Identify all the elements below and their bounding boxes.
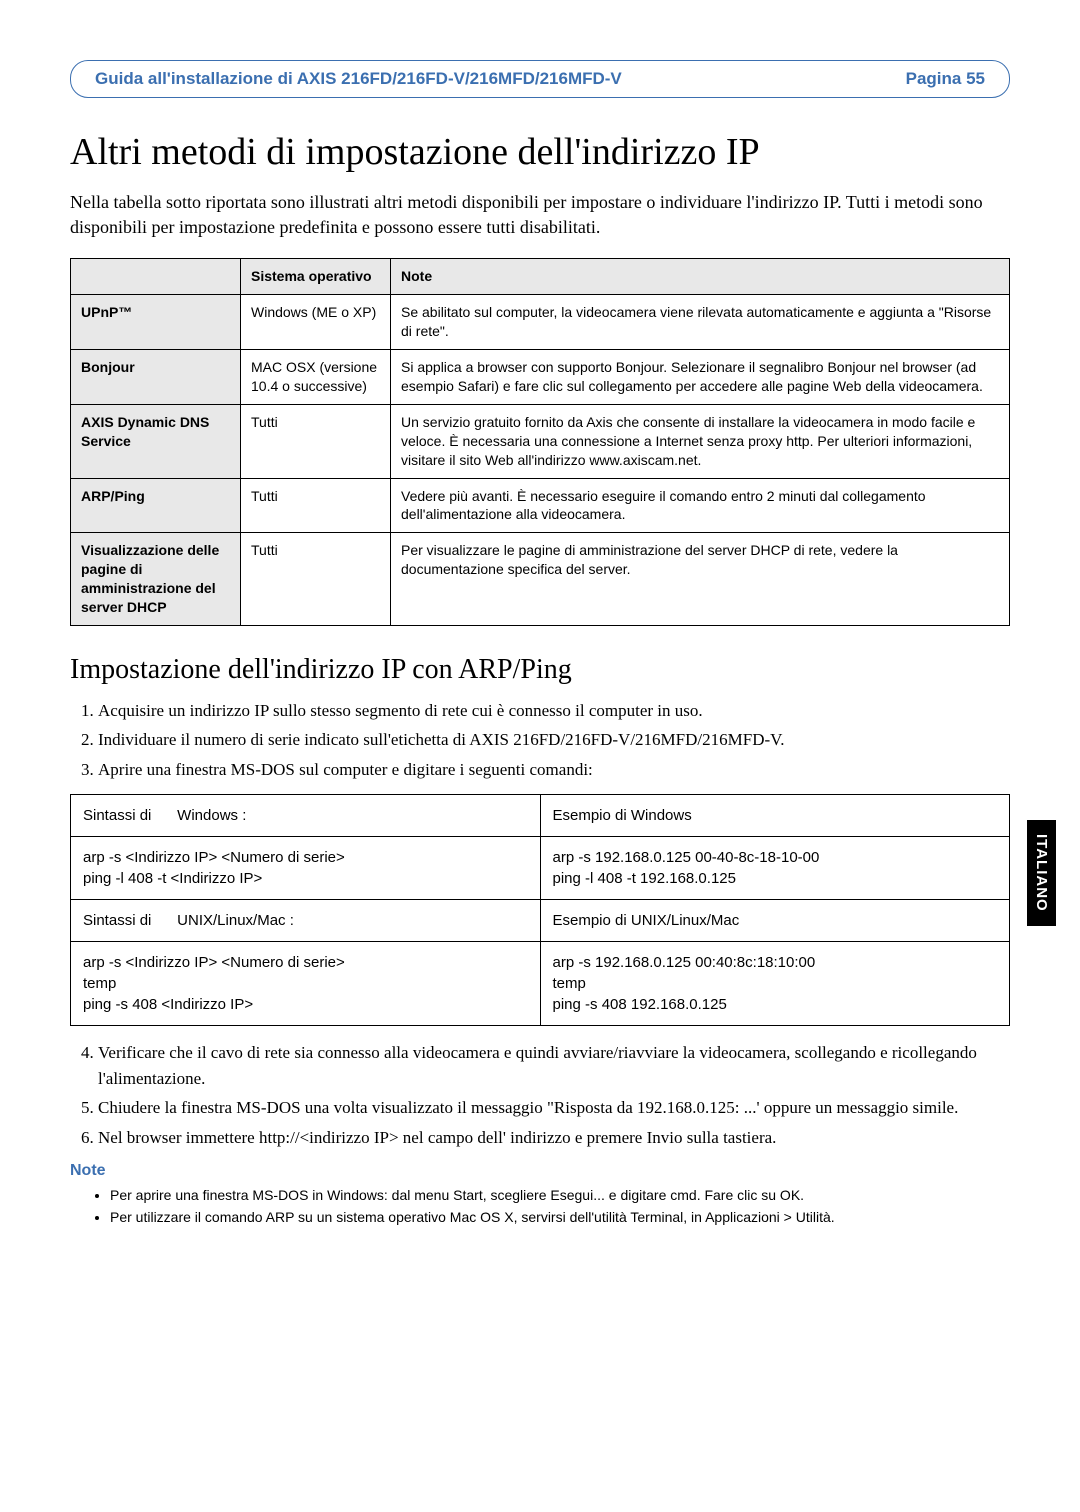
method-name: AXIS Dynamic DNS Service <box>71 404 241 478</box>
header-note: Note <box>391 259 1010 295</box>
table-row: UPnP™ Windows (ME o XP) Se abilitato sul… <box>71 295 1010 350</box>
method-note: Per visualizzare le pagine di amministra… <box>391 533 1010 626</box>
steps-list-2: Verificare che il cavo di rete sia conne… <box>70 1040 1010 1150</box>
method-note: Vedere più avanti. È necessario eseguire… <box>391 478 1010 533</box>
main-heading: Altri metodi di impostazione dell'indiri… <box>70 130 1010 174</box>
step-item: Aprire una finestra MS-DOS sul computer … <box>98 757 1010 783</box>
method-note: Si applica a browser con supporto Bonjou… <box>391 350 1010 405</box>
steps-list-1: Acquisire un indirizzo IP sullo stesso s… <box>70 698 1010 783</box>
intro-paragraph: Nella tabella sotto riportata sono illus… <box>70 190 1010 240</box>
method-name: ARP/Ping <box>71 478 241 533</box>
header-os: Sistema operativo <box>241 259 391 295</box>
table-row: AXIS Dynamic DNS Service Tutti Un serviz… <box>71 404 1010 478</box>
note-item: Per utilizzare il comando ARP su un sist… <box>110 1208 1010 1228</box>
method-os: MAC OSX (versione 10.4 o successive) <box>241 350 391 405</box>
win-example-header: Esempio di Windows <box>540 795 1010 837</box>
notes-list: Per aprire una finestra MS-DOS in Window… <box>70 1186 1010 1227</box>
method-note: Un servizio gratuito fornito da Axis che… <box>391 404 1010 478</box>
header-bar: Guida all'installazione di AXIS 216FD/21… <box>70 60 1010 98</box>
unix-syntax-body: arp -s <Indirizzo IP> <Numero di serie> … <box>71 942 541 1026</box>
unix-example-body: arp -s 192.168.0.125 00:40:8c:18:10:00 t… <box>540 942 1010 1026</box>
method-os: Tutti <box>241 404 391 478</box>
step-item: Chiudere la finestra MS-DOS una volta vi… <box>98 1095 1010 1121</box>
method-name: Visualizzazione delle pagine di amminist… <box>71 533 241 626</box>
step-item: Verificare che il cavo di rete sia conne… <box>98 1040 1010 1091</box>
table-row: Sintassi di Windows : Esempio di Windows <box>71 795 1010 837</box>
method-os: Tutti <box>241 478 391 533</box>
method-name: UPnP™ <box>71 295 241 350</box>
note-heading: Note <box>70 1162 1010 1180</box>
table-row: Sintassi di UNIX/Linux/Mac : Esempio di … <box>71 900 1010 942</box>
table-row: ARP/Ping Tutti Vedere più avanti. È nece… <box>71 478 1010 533</box>
sub-heading: Impostazione dell'indirizzo IP con ARP/P… <box>70 654 1010 686</box>
syntax-label: Sintassi di <box>83 910 173 931</box>
header-empty <box>71 259 241 295</box>
syntax-os: UNIX/Linux/Mac : <box>177 912 294 929</box>
commands-table: Sintassi di Windows : Esempio di Windows… <box>70 794 1010 1026</box>
note-item: Per aprire una finestra MS-DOS in Window… <box>110 1186 1010 1206</box>
win-syntax-header: Sintassi di Windows : <box>71 795 541 837</box>
unix-example-header: Esempio di UNIX/Linux/Mac <box>540 900 1010 942</box>
table-row: Bonjour MAC OSX (versione 10.4 o success… <box>71 350 1010 405</box>
method-name: Bonjour <box>71 350 241 405</box>
header-page: Pagina 55 <box>906 69 985 89</box>
language-tab: ITALIANO <box>1027 820 1056 926</box>
method-note: Se abilitato sul computer, la videocamer… <box>391 295 1010 350</box>
step-item: Acquisire un indirizzo IP sullo stesso s… <box>98 698 1010 724</box>
unix-syntax-header: Sintassi di UNIX/Linux/Mac : <box>71 900 541 942</box>
table-row: Visualizzazione delle pagine di amminist… <box>71 533 1010 626</box>
win-syntax-body: arp -s <Indirizzo IP> <Numero di serie> … <box>71 837 541 900</box>
method-os: Tutti <box>241 533 391 626</box>
table-header-row: Sistema operativo Note <box>71 259 1010 295</box>
table-row: arp -s <Indirizzo IP> <Numero di serie> … <box>71 942 1010 1026</box>
table-row: arp -s <Indirizzo IP> <Numero di serie> … <box>71 837 1010 900</box>
win-example-body: arp -s 192.168.0.125 00-40-8c-18-10-00 p… <box>540 837 1010 900</box>
syntax-label: Sintassi di <box>83 805 173 826</box>
header-title: Guida all'installazione di AXIS 216FD/21… <box>95 69 622 89</box>
method-os: Windows (ME o XP) <box>241 295 391 350</box>
methods-table: Sistema operativo Note UPnP™ Windows (ME… <box>70 258 1010 625</box>
step-item: Nel browser immettere http://<indirizzo … <box>98 1125 1010 1151</box>
syntax-os: Windows : <box>177 807 246 824</box>
step-item: Individuare il numero di serie indicato … <box>98 727 1010 753</box>
